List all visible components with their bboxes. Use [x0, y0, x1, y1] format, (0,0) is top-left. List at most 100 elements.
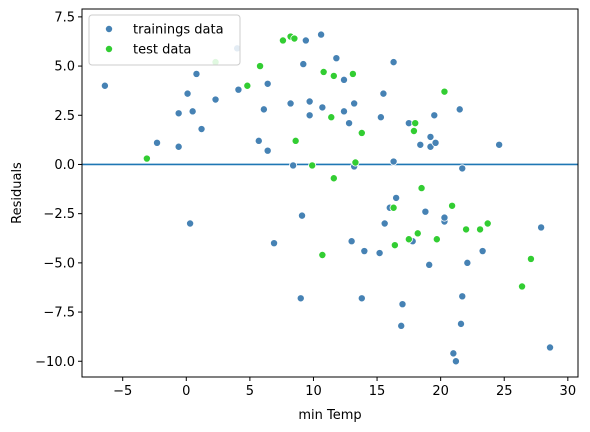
test-point	[348, 69, 357, 78]
training-point	[305, 97, 314, 106]
training-point	[440, 213, 449, 222]
training-point	[360, 247, 369, 256]
legend-box	[88, 14, 241, 66]
training-point	[455, 105, 464, 114]
test-point	[413, 229, 422, 238]
training-point	[426, 132, 435, 141]
test-point	[327, 113, 336, 122]
training-point	[430, 111, 439, 120]
test-point	[308, 161, 317, 170]
training-point	[317, 30, 326, 39]
training-point	[431, 138, 440, 147]
y-tick-label: 5.0	[54, 60, 75, 75]
legend-label: trainings data	[133, 23, 224, 38]
test-point	[278, 36, 287, 45]
training-point	[339, 75, 348, 84]
training-point	[192, 69, 201, 78]
training-point	[389, 58, 398, 67]
x-tick-label: 0	[182, 384, 190, 399]
test-point	[319, 67, 328, 76]
test-point	[329, 71, 338, 80]
training-point	[289, 161, 298, 170]
training-point	[211, 95, 220, 104]
training-point	[299, 60, 308, 69]
test-point	[417, 184, 426, 193]
test-point	[290, 34, 299, 43]
training-point	[546, 343, 555, 352]
training-point	[183, 89, 192, 98]
test-point	[243, 81, 252, 90]
x-tick-label: 15	[369, 384, 386, 399]
x-axis-title: min Temp	[298, 408, 361, 423]
training-point	[449, 349, 458, 358]
legend-marker	[105, 45, 114, 54]
y-tick-label: 0.0	[54, 158, 75, 173]
test-point	[476, 225, 485, 234]
training-point	[375, 249, 384, 258]
training-point	[305, 111, 314, 120]
training-point	[389, 157, 398, 166]
training-point	[254, 136, 263, 145]
training-point	[153, 138, 162, 147]
y-tick-label: −10.0	[35, 355, 75, 370]
training-point	[301, 36, 310, 45]
x-tick-label: 20	[432, 384, 449, 399]
training-point	[339, 107, 348, 116]
training-point	[270, 239, 279, 248]
training-point	[100, 81, 109, 90]
test-point	[351, 158, 360, 167]
training-point	[298, 211, 307, 220]
test-point	[389, 203, 398, 212]
training-point	[263, 79, 272, 88]
y-tick-label: −5.0	[43, 256, 75, 271]
training-point	[174, 109, 183, 118]
y-tick-label: −7.5	[43, 306, 75, 321]
training-point	[234, 85, 243, 94]
training-point	[392, 193, 401, 202]
test-point	[440, 87, 449, 96]
training-point	[478, 247, 487, 256]
y-tick-label: 2.5	[54, 109, 75, 124]
x-tick-label: −5	[113, 384, 132, 399]
training-point	[347, 237, 356, 246]
x-tick-label: 25	[496, 384, 513, 399]
training-point	[376, 113, 385, 122]
training-point	[416, 140, 425, 149]
test-point	[526, 254, 535, 263]
training-point	[197, 125, 206, 134]
test-point	[329, 174, 338, 183]
test-point	[291, 136, 300, 145]
y-tick-label: 7.5	[54, 10, 75, 25]
test-point	[357, 128, 366, 137]
training-point	[350, 99, 359, 108]
training-point	[463, 258, 472, 267]
training-point	[398, 300, 407, 309]
training-point	[380, 219, 389, 228]
test-point	[390, 241, 399, 250]
axes: −5 0 5 10 15 20 25 30 −10.0 −7.5 −5.0 −2.5 0.0 2.5 5.0…	[35, 8, 579, 399]
test-point	[256, 62, 265, 71]
test-point	[483, 219, 492, 228]
training-point	[188, 107, 197, 116]
test-point	[432, 235, 441, 244]
training-point	[296, 294, 305, 303]
training-point	[451, 357, 460, 366]
training-point	[421, 207, 430, 216]
test-point	[142, 154, 151, 163]
y-axis-title: Residuals	[10, 162, 25, 224]
y-tick-label: −2.5	[43, 207, 75, 222]
training-point	[537, 223, 546, 232]
training-point	[458, 164, 467, 173]
training-point	[174, 142, 183, 151]
legend-label: test data	[133, 43, 191, 58]
training-point	[379, 89, 388, 98]
x-tick-label: 30	[560, 384, 577, 399]
training-point	[186, 219, 195, 228]
test-point	[462, 225, 471, 234]
legend: trainings data test data	[88, 14, 241, 66]
x-tick-label: 5	[246, 384, 254, 399]
training-point	[263, 146, 272, 155]
training-point	[425, 260, 434, 269]
training-point	[495, 140, 504, 149]
plot-frame	[81, 8, 579, 378]
